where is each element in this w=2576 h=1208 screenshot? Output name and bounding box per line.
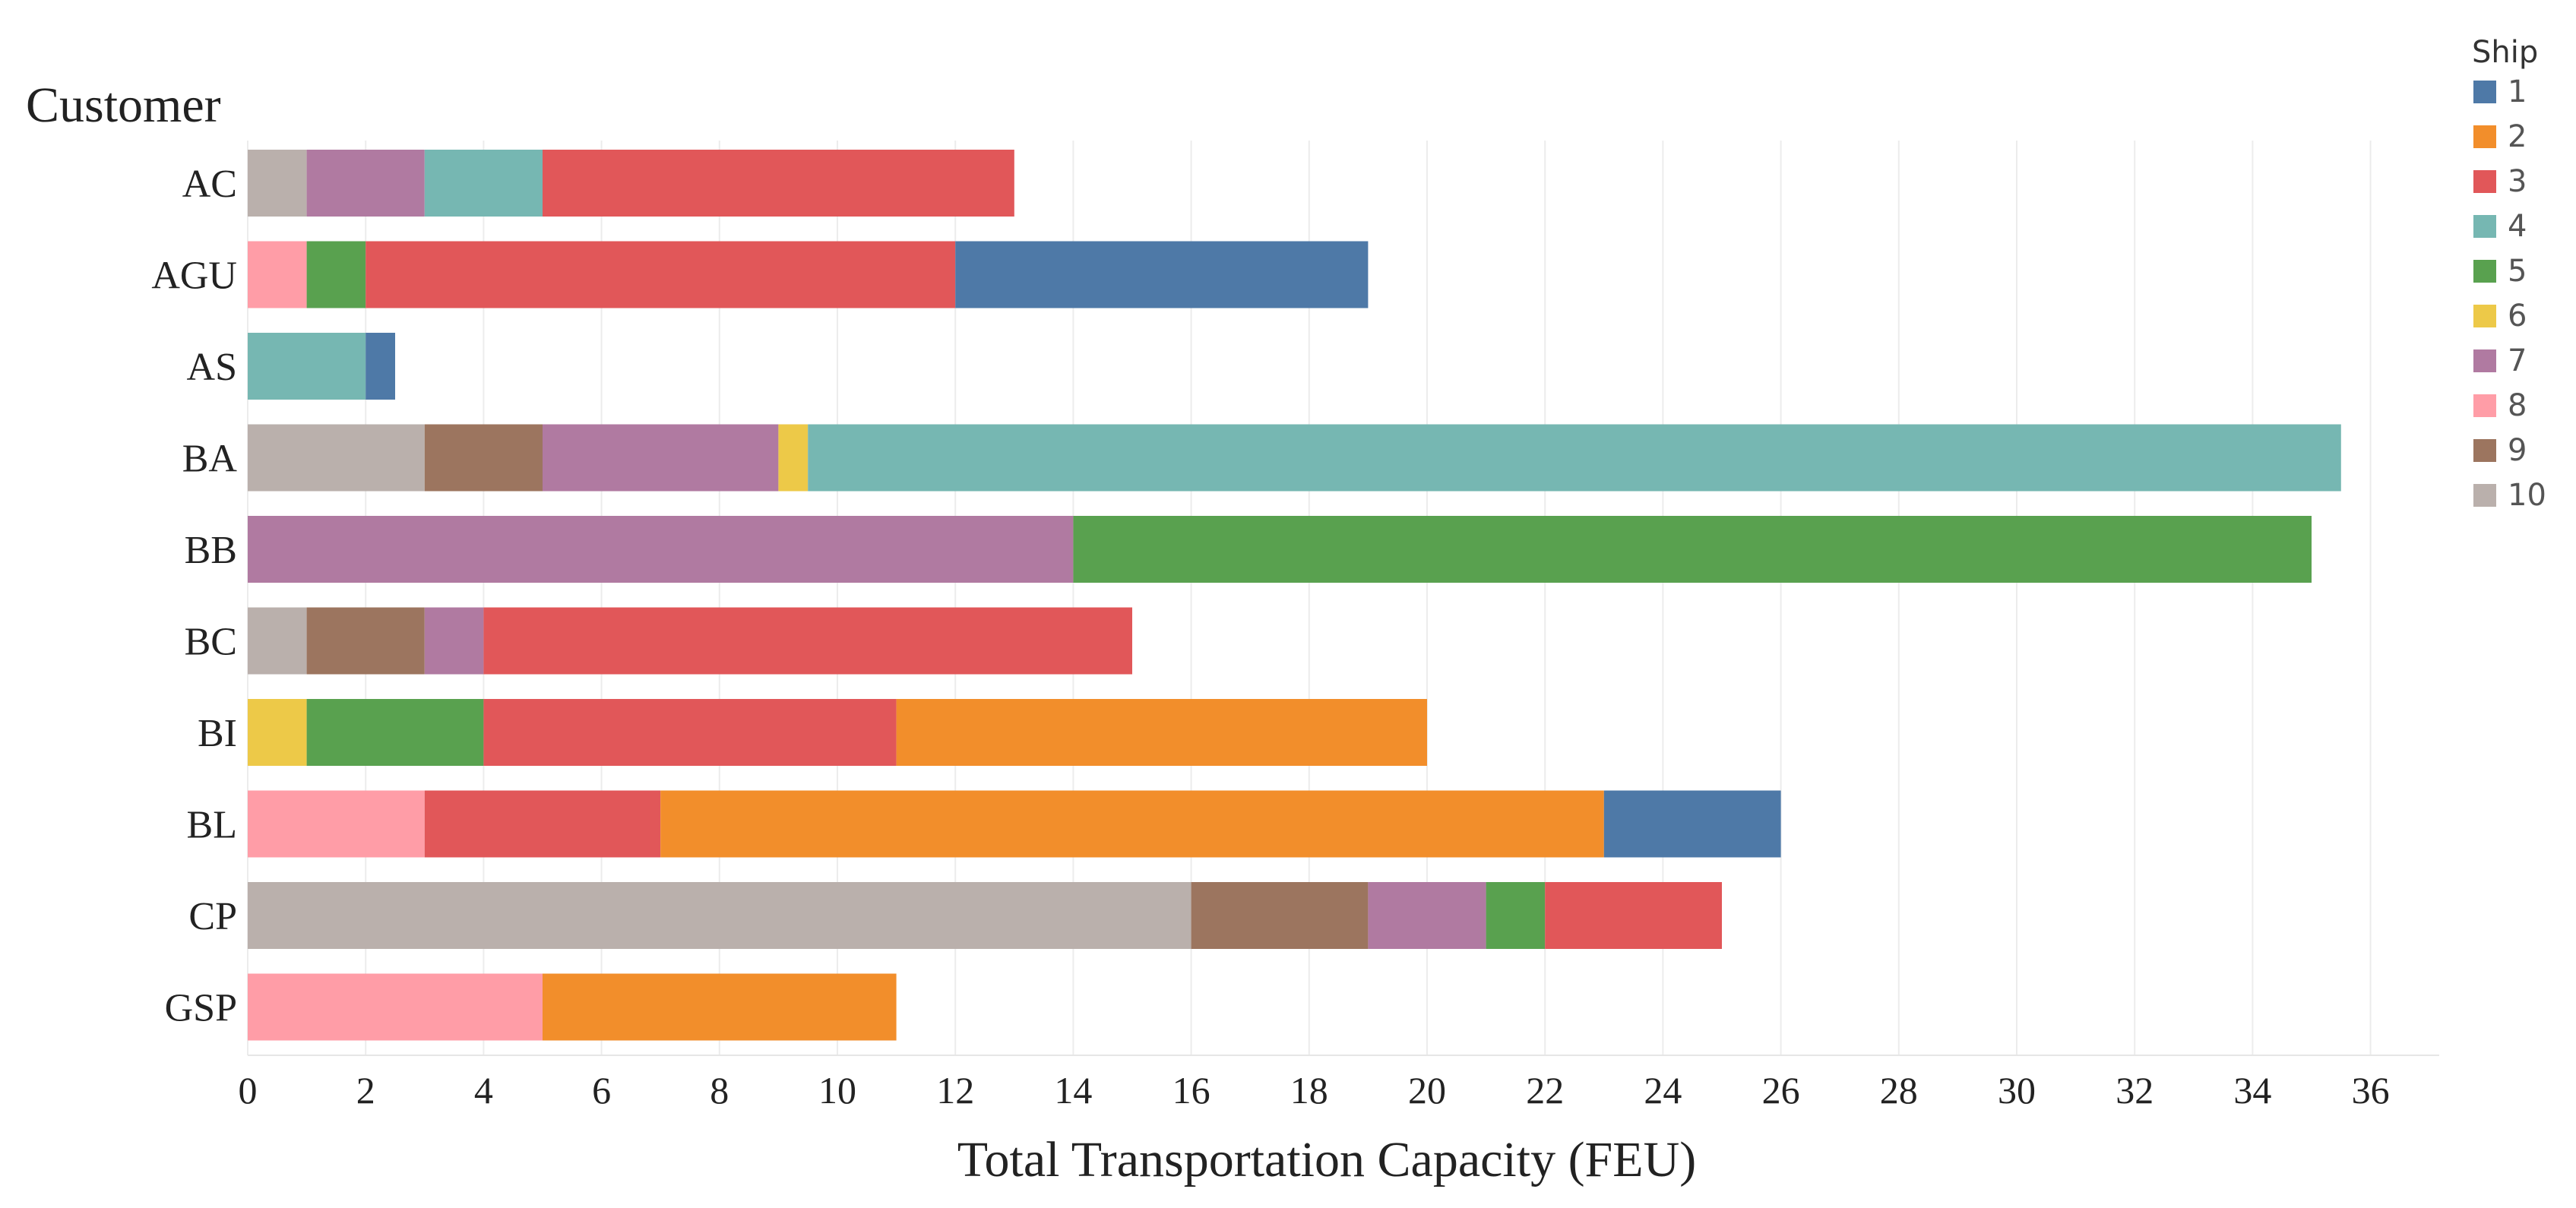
customer-label: BA	[182, 438, 238, 481]
y-axis-title: Customer	[26, 77, 221, 133]
x-tick-label: 34	[2233, 1069, 2271, 1112]
bar-segment-ba-ship-4	[808, 424, 2341, 492]
legend: Ship 1 2 3 4 5 6 7 8 9 10	[2472, 35, 2546, 513]
bar-segment-bl-ship-2	[660, 790, 1604, 858]
legend-label-6: 6	[2508, 299, 2527, 334]
x-tick-label: 26	[1762, 1069, 1800, 1112]
legend-swatch-10	[2473, 484, 2496, 507]
legend-label-10: 10	[2508, 478, 2546, 513]
customer-labels: AC AGU AS BA BB BC BI BL CP GSP	[151, 163, 237, 1030]
bar-segment-ac-ship-3	[543, 150, 1014, 217]
bars	[248, 150, 2341, 1041]
bar-segment-agu-ship-1	[955, 241, 1369, 308]
x-tick-label: 12	[936, 1069, 974, 1112]
bar-segment-bi-ship-3	[483, 699, 897, 766]
legend-label-2: 2	[2508, 119, 2527, 154]
legend-swatch-1	[2473, 81, 2496, 103]
bar-segment-gsp-ship-8	[248, 973, 543, 1041]
bar-segment-bc-ship-10	[248, 607, 307, 675]
x-tick-label: 2	[356, 1069, 375, 1112]
customer-label: CP	[188, 895, 237, 938]
legend-swatch-3	[2473, 170, 2496, 193]
legend-label-5: 5	[2508, 254, 2527, 289]
legend-label-3: 3	[2508, 164, 2527, 199]
bar-segment-cp-ship-3	[1545, 882, 1722, 949]
legend-label-1: 1	[2508, 74, 2527, 109]
x-axis-title: Total Transportation Capacity (FEU)	[957, 1132, 1696, 1187]
bar-segment-bi-ship-5	[306, 699, 484, 766]
bar-segment-as-ship-4	[248, 333, 366, 400]
bar-segment-ac-ship-10	[248, 150, 307, 217]
customer-label: AC	[182, 163, 237, 206]
bar-segment-bb-ship-7	[248, 516, 1074, 583]
bar-segment-ba-ship-6	[778, 424, 809, 492]
legend-label-8: 8	[2508, 388, 2527, 423]
customer-label: BI	[198, 712, 237, 755]
bar-segment-agu-ship-5	[306, 241, 366, 308]
bar-segment-cp-ship-5	[1486, 882, 1546, 949]
bar-segment-bl-ship-3	[424, 790, 661, 858]
bar-segment-agu-ship-3	[366, 241, 956, 308]
bar-segment-bc-ship-7	[424, 607, 484, 675]
legend-label-7: 7	[2508, 343, 2527, 378]
customer-label: AS	[187, 346, 237, 389]
legend-title: Ship	[2472, 35, 2538, 70]
customer-label: BB	[185, 529, 237, 572]
bar-segment-as-ship-1	[366, 333, 395, 400]
x-tick-label: 0	[239, 1069, 258, 1112]
bar-segment-ba-ship-10	[248, 424, 425, 492]
bar-segment-cp-ship-10	[248, 882, 1191, 949]
bar-segment-bc-ship-3	[483, 607, 1132, 675]
legend-swatch-4	[2473, 215, 2496, 238]
bar-segment-gsp-ship-2	[543, 973, 897, 1041]
bar-segment-cp-ship-7	[1368, 882, 1486, 949]
bar-segment-bc-ship-9	[306, 607, 425, 675]
x-tick-label: 6	[592, 1069, 611, 1112]
legend-swatch-2	[2473, 125, 2496, 148]
customer-label: AGU	[151, 255, 237, 298]
legend-swatch-9	[2473, 439, 2496, 462]
bar-segment-ba-ship-7	[543, 424, 779, 492]
x-tick-label: 24	[1644, 1069, 1682, 1112]
x-tick-label: 18	[1290, 1069, 1328, 1112]
customer-label: GSP	[165, 987, 237, 1030]
bar-segment-bl-ship-8	[248, 790, 425, 858]
x-tick-label: 22	[1526, 1069, 1564, 1112]
bar-segment-bb-ship-5	[1073, 516, 2312, 583]
bar-segment-cp-ship-9	[1191, 882, 1369, 949]
legend-swatch-8	[2473, 394, 2496, 417]
x-tick-label: 36	[2352, 1069, 2390, 1112]
legend-swatch-5	[2473, 260, 2496, 283]
x-tick-label: 10	[818, 1069, 856, 1112]
bar-segment-bi-ship-6	[248, 699, 307, 766]
x-axis: 0 2 4 6 8 10 12 14 16 18 20 22 24 26 28 30 32 34 36	[239, 1055, 2439, 1112]
legend-swatch-6	[2473, 305, 2496, 327]
x-tick-label: 14	[1054, 1069, 1092, 1112]
legend-swatch-7	[2473, 349, 2496, 372]
bar-segment-ac-ship-4	[424, 150, 543, 217]
legend-label-4: 4	[2508, 209, 2527, 244]
legend-label-9: 9	[2508, 433, 2527, 468]
x-tick-label: 20	[1408, 1069, 1446, 1112]
x-tick-label: 4	[474, 1069, 493, 1112]
bar-segment-bi-ship-2	[896, 699, 1427, 766]
bar-segment-agu-ship-8	[248, 241, 307, 308]
x-tick-label: 28	[1880, 1069, 1918, 1112]
bar-segment-ac-ship-7	[306, 150, 425, 217]
bar-segment-bl-ship-1	[1603, 790, 1781, 858]
x-tick-label: 30	[1998, 1069, 2036, 1112]
bar-segment-ba-ship-9	[424, 424, 543, 492]
x-tick-label: 32	[2116, 1069, 2154, 1112]
x-tick-label: 8	[710, 1069, 729, 1112]
customer-label: BC	[185, 621, 237, 664]
x-tick-label: 16	[1172, 1069, 1210, 1112]
customer-label: BL	[187, 804, 237, 847]
